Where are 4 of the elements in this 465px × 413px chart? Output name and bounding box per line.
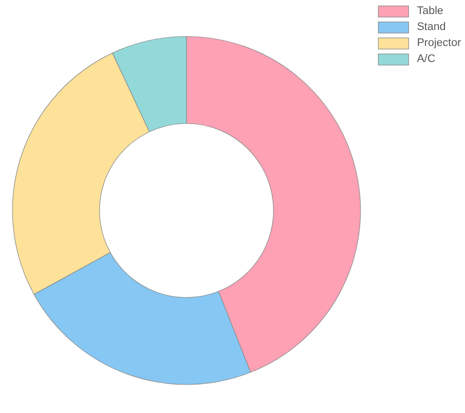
legend-label: A/C — [416, 52, 436, 66]
legend-label: Stand — [416, 20, 446, 34]
legend-label: Table — [416, 4, 444, 18]
legend-label: Projector — [416, 36, 461, 50]
